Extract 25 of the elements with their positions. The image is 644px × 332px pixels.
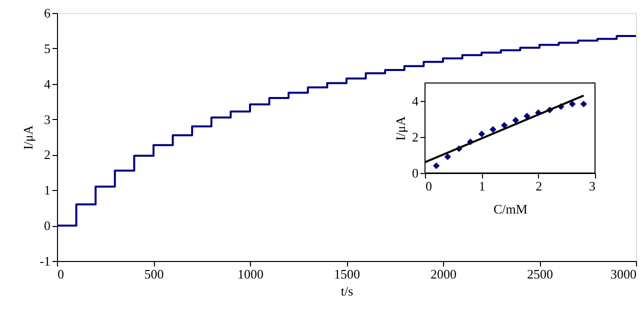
y-tick-label: 0 [412,166,418,180]
y-tick-label: 4 [412,94,419,108]
x-axis-title: C/mM [494,202,528,216]
y-tick-label: 6 [44,6,51,20]
x-tick-label: 1 [478,178,486,194]
y-tick-label: 2 [412,130,418,144]
y-tick-label: 3 [44,112,50,127]
x-tick-label: 500 [144,266,164,282]
y-tick-label: 4 [44,76,51,92]
y-tick-label: 5 [44,40,50,56]
x-tick-label: 2 [536,178,542,194]
x-tick-label: 2500 [527,266,553,282]
x-tick-label: 1500 [334,266,360,282]
y-axis-title: I/μA [20,124,36,150]
y-tick-label: 2 [44,147,50,162]
x-tick-label: 3 [589,178,596,194]
x-tick-label: 1000 [238,266,264,282]
y-axis-title: I/μA [393,116,408,141]
y-tick-label: 0 [44,218,50,234]
x-tick-label: 0 [426,178,432,194]
y-tick-label: -1 [40,254,50,268]
x-tick-label: 0 [58,266,64,282]
x-tick-label: 2000 [430,266,456,282]
x-axis-title: t/s [340,284,354,298]
x-tick-label: 3000 [610,266,636,282]
